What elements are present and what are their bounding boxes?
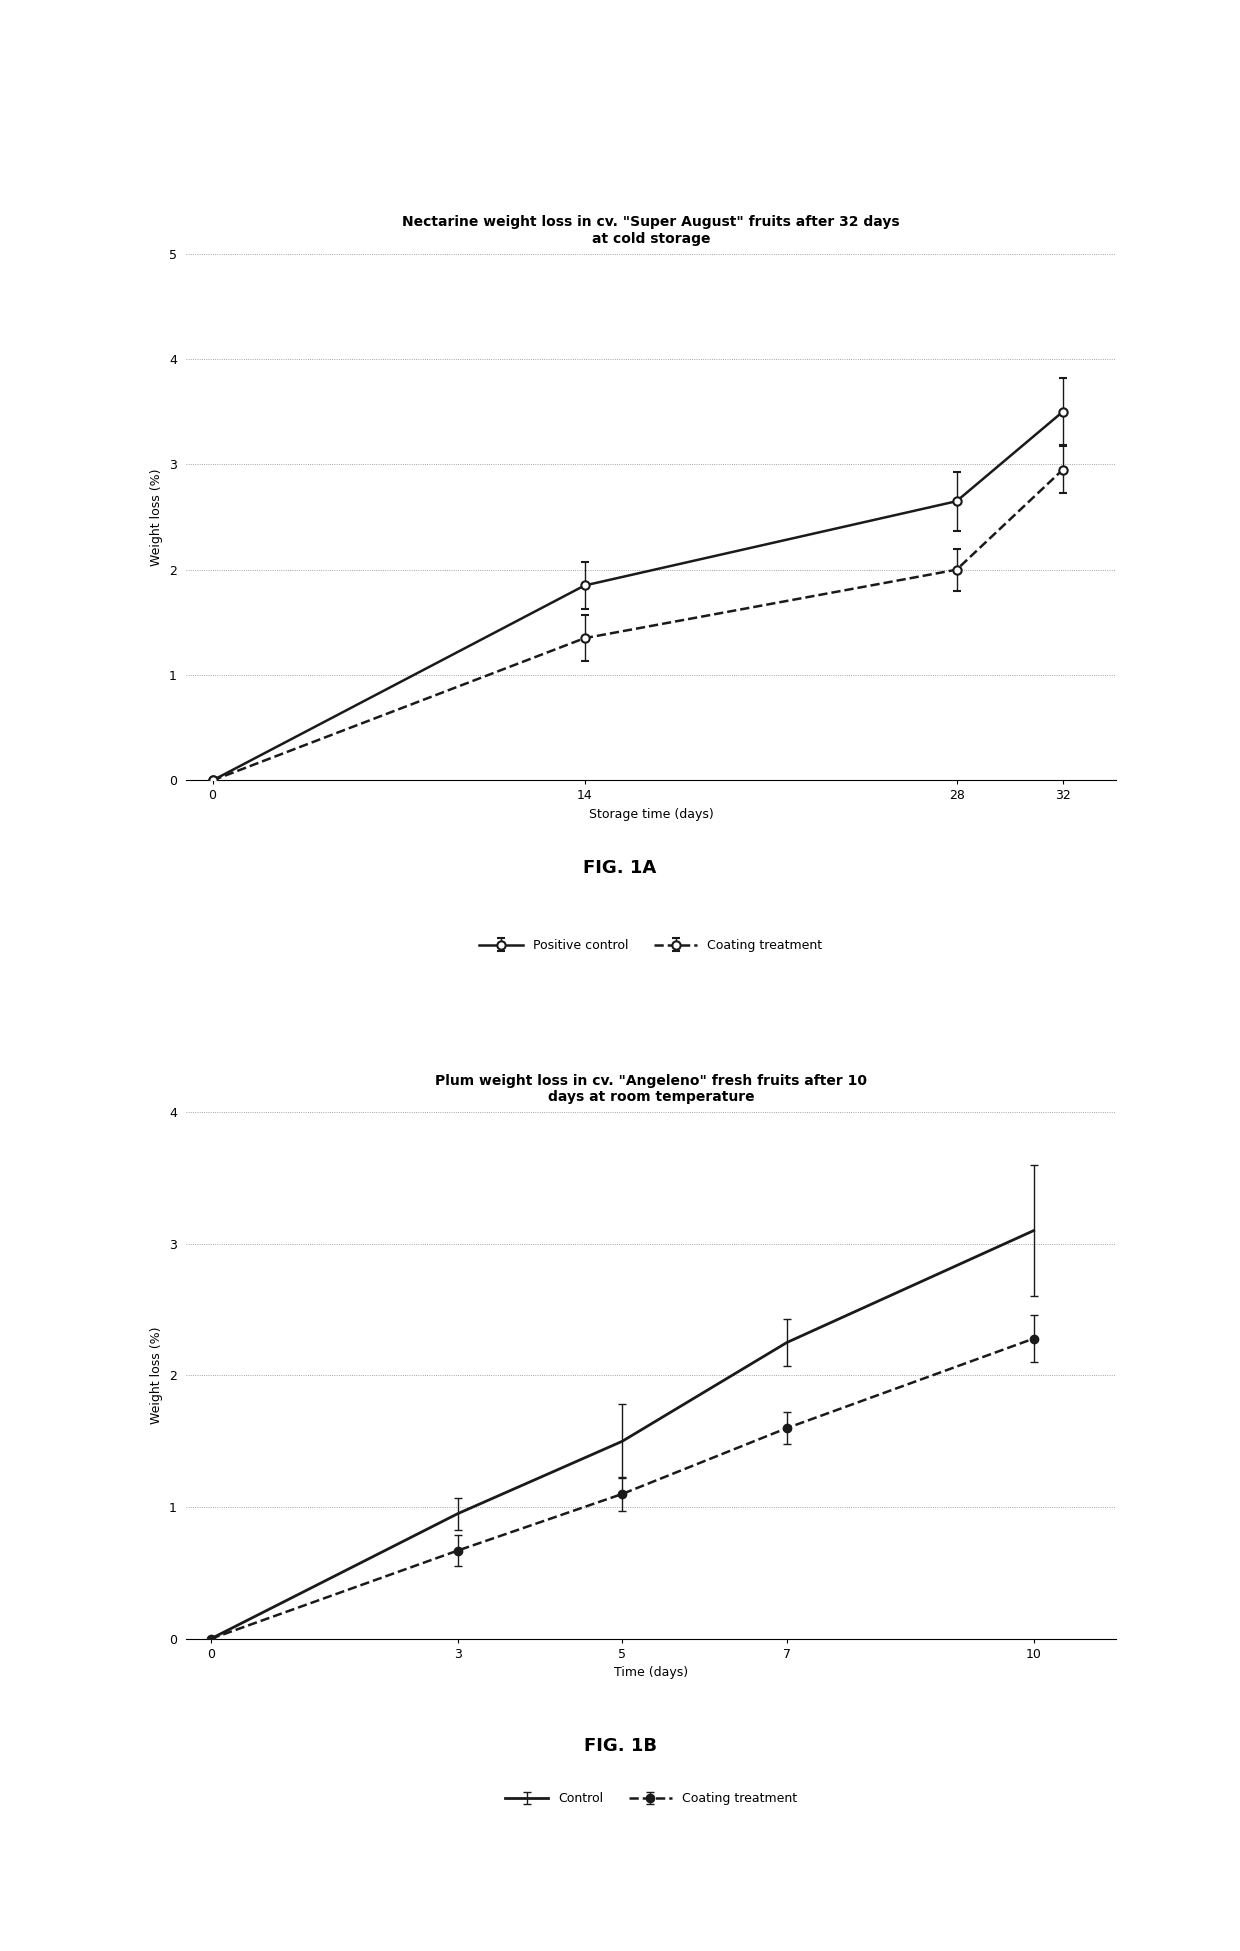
Title: Nectarine weight loss in cv. "Super August" fruits after 32 days
at cold storage: Nectarine weight loss in cv. "Super Augu… (402, 215, 900, 246)
Text: FIG. 1B: FIG. 1B (584, 1736, 656, 1756)
X-axis label: Time (days): Time (days) (614, 1666, 688, 1680)
Legend: Control, Coating treatment: Control, Coating treatment (500, 1787, 802, 1811)
Y-axis label: Weight loss (%): Weight loss (%) (150, 468, 164, 566)
Text: FIG. 1A: FIG. 1A (583, 858, 657, 878)
Title: Plum weight loss in cv. "Angeleno" fresh fruits after 10
days at room temperatur: Plum weight loss in cv. "Angeleno" fresh… (435, 1073, 867, 1104)
X-axis label: Storage time (days): Storage time (days) (589, 808, 713, 821)
Legend: Positive control, Coating treatment: Positive control, Coating treatment (475, 935, 827, 958)
Y-axis label: Weight loss (%): Weight loss (%) (150, 1327, 164, 1424)
